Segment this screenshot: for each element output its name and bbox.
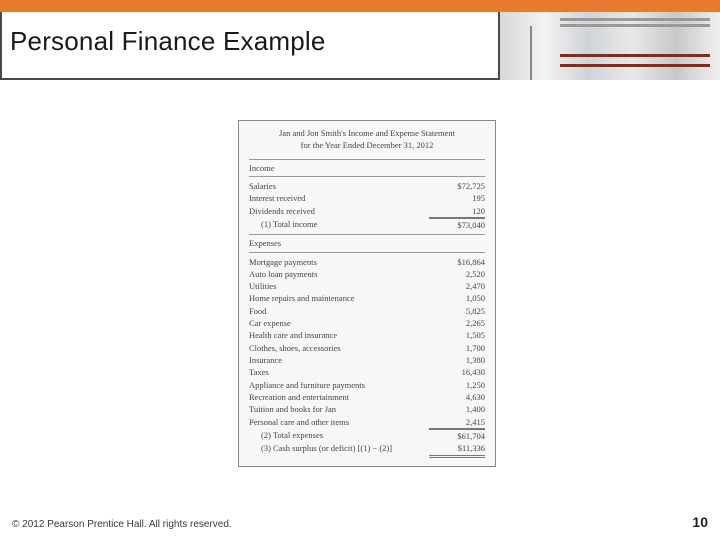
row-value: 1,380 <box>429 354 485 366</box>
expenses-section-header: Expenses <box>249 234 485 252</box>
row-value: 5,825 <box>429 305 485 317</box>
row-value: 120 <box>429 205 485 218</box>
expense-rows: Mortgage payments$16,864Auto loan paymen… <box>249 256 485 429</box>
slide-footer: © 2012 Pearson Prentice Hall. All rights… <box>12 514 708 530</box>
expenses-total-label: (2) Total expenses <box>249 429 429 442</box>
row-label: Car expense <box>249 317 429 329</box>
row-label: Personal care and other items <box>249 416 429 429</box>
statement-heading-line1: Jan and Jon Smith's Income and Expense S… <box>249 127 485 139</box>
row-value: 195 <box>429 192 485 204</box>
income-total-value: $73,040 <box>429 218 485 231</box>
statement-row: Salaries$72,725 <box>249 180 485 192</box>
row-value: 1,250 <box>429 379 485 391</box>
row-label: Food <box>249 305 429 317</box>
row-label: Dividends received <box>249 205 429 218</box>
row-value: 2,470 <box>429 280 485 292</box>
row-label: Home repairs and maintenance <box>249 292 429 304</box>
row-label: Insurance <box>249 354 429 366</box>
row-value: 2,415 <box>429 416 485 429</box>
row-value: 4,630 <box>429 391 485 403</box>
row-label: Health care and insurance <box>249 329 429 341</box>
row-value: $72,725 <box>429 180 485 192</box>
statement-row: Insurance1,380 <box>249 354 485 366</box>
statement-heading-line2: for the Year Ended December 31, 2012 <box>249 139 485 151</box>
row-value: 1,700 <box>429 342 485 354</box>
statement-row: Home repairs and maintenance1,050 <box>249 292 485 304</box>
row-label: Taxes <box>249 366 429 378</box>
title-container: Personal Finance Example <box>0 12 500 80</box>
statement-row: Taxes16,430 <box>249 366 485 378</box>
row-label: Auto loan payments <box>249 268 429 280</box>
statement-row: Tuition and books for Jan1,400 <box>249 403 485 415</box>
page-number: 10 <box>692 514 708 530</box>
statement-row: Recreation and entertainment4,630 <box>249 391 485 403</box>
row-value: 1,050 <box>429 292 485 304</box>
statement-row: Health care and insurance1,505 <box>249 329 485 341</box>
row-label: Salaries <box>249 180 429 192</box>
accent-bar <box>0 0 720 12</box>
row-value: 2,265 <box>429 317 485 329</box>
row-value: 16,430 <box>429 366 485 378</box>
copyright-text: © 2012 Pearson Prentice Hall. All rights… <box>12 519 232 530</box>
slide-title: Personal Finance Example <box>10 26 490 57</box>
row-value: 2,520 <box>429 268 485 280</box>
income-total-row: (1) Total income $73,040 <box>249 218 485 231</box>
statement-row: Utilities2,470 <box>249 280 485 292</box>
row-label: Interest received <box>249 192 429 204</box>
income-rows: Salaries$72,725Interest received195Divid… <box>249 180 485 218</box>
statement-row: Clothes, shoes, accessories1,700 <box>249 342 485 354</box>
row-label: Utilities <box>249 280 429 292</box>
cash-surplus-row: (3) Cash surplus (or deficit) [(1) − (2)… <box>249 442 485 457</box>
cash-surplus-label: (3) Cash surplus (or deficit) [(1) − (2)… <box>249 442 429 457</box>
row-label: Tuition and books for Jan <box>249 403 429 415</box>
statement-row: Appliance and furniture payments1,250 <box>249 379 485 391</box>
row-label: Mortgage payments <box>249 256 429 268</box>
income-section-header: Income <box>249 159 485 177</box>
income-total-label: (1) Total income <box>249 218 429 231</box>
decorative-photo <box>500 12 720 80</box>
expenses-total-row: (2) Total expenses $61,704 <box>249 429 485 442</box>
row-label: Appliance and furniture payments <box>249 379 429 391</box>
row-label: Recreation and entertainment <box>249 391 429 403</box>
statement-row: Personal care and other items2,415 <box>249 416 485 429</box>
row-value: 1,400 <box>429 403 485 415</box>
statement-row: Interest received195 <box>249 192 485 204</box>
statement-heading: Jan and Jon Smith's Income and Expense S… <box>249 127 485 156</box>
expenses-total-value: $61,704 <box>429 429 485 442</box>
statement-row: Auto loan payments2,520 <box>249 268 485 280</box>
row-label: Clothes, shoes, accessories <box>249 342 429 354</box>
row-value: $16,864 <box>429 256 485 268</box>
income-expense-statement: Jan and Jon Smith's Income and Expense S… <box>238 120 496 467</box>
statement-row: Mortgage payments$16,864 <box>249 256 485 268</box>
statement-row: Dividends received120 <box>249 205 485 218</box>
statement-row: Food5,825 <box>249 305 485 317</box>
statement-row: Car expense2,265 <box>249 317 485 329</box>
row-value: 1,505 <box>429 329 485 341</box>
cash-surplus-value: $11,336 <box>429 442 485 457</box>
